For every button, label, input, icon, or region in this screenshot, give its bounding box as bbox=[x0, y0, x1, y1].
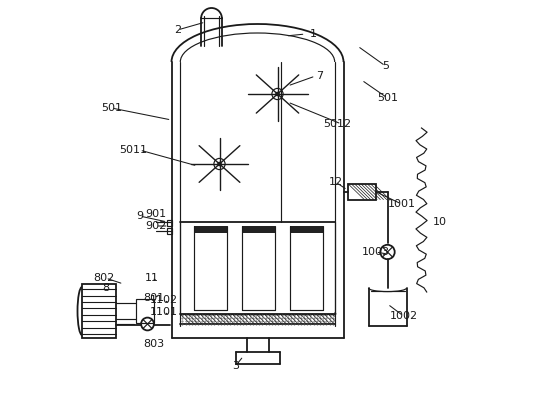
Text: 5: 5 bbox=[382, 61, 389, 71]
Text: 9: 9 bbox=[136, 211, 143, 221]
Text: 902: 902 bbox=[145, 221, 166, 231]
Bar bbox=[242, 226, 275, 233]
Text: 1101: 1101 bbox=[149, 307, 177, 317]
Text: 11: 11 bbox=[144, 273, 158, 283]
Text: 501: 501 bbox=[101, 103, 122, 113]
Text: 1102: 1102 bbox=[149, 295, 177, 305]
Text: 3: 3 bbox=[232, 361, 239, 371]
Text: 12: 12 bbox=[328, 177, 343, 187]
Text: 501: 501 bbox=[377, 93, 398, 103]
Text: 10: 10 bbox=[432, 217, 446, 227]
Bar bbox=[167, 228, 171, 234]
Text: 1003: 1003 bbox=[362, 247, 390, 257]
Bar bbox=[82, 284, 115, 338]
Text: 7: 7 bbox=[316, 71, 323, 81]
Text: 1001: 1001 bbox=[388, 199, 416, 209]
Bar bbox=[290, 226, 323, 233]
Circle shape bbox=[276, 92, 279, 96]
Text: 5012: 5012 bbox=[323, 119, 351, 129]
Text: 901: 901 bbox=[145, 209, 166, 219]
Bar bbox=[194, 226, 227, 233]
Circle shape bbox=[218, 162, 221, 166]
Text: 1002: 1002 bbox=[390, 311, 418, 321]
Text: 2: 2 bbox=[174, 25, 181, 35]
Text: 8: 8 bbox=[102, 283, 109, 293]
Text: 801: 801 bbox=[143, 293, 164, 303]
Bar bbox=[348, 184, 376, 200]
Text: 5011: 5011 bbox=[120, 145, 148, 155]
Text: 1: 1 bbox=[310, 29, 317, 39]
Bar bbox=[135, 299, 154, 323]
Bar bbox=[167, 220, 171, 226]
Text: 802: 802 bbox=[93, 273, 114, 283]
Text: 803: 803 bbox=[143, 339, 164, 349]
